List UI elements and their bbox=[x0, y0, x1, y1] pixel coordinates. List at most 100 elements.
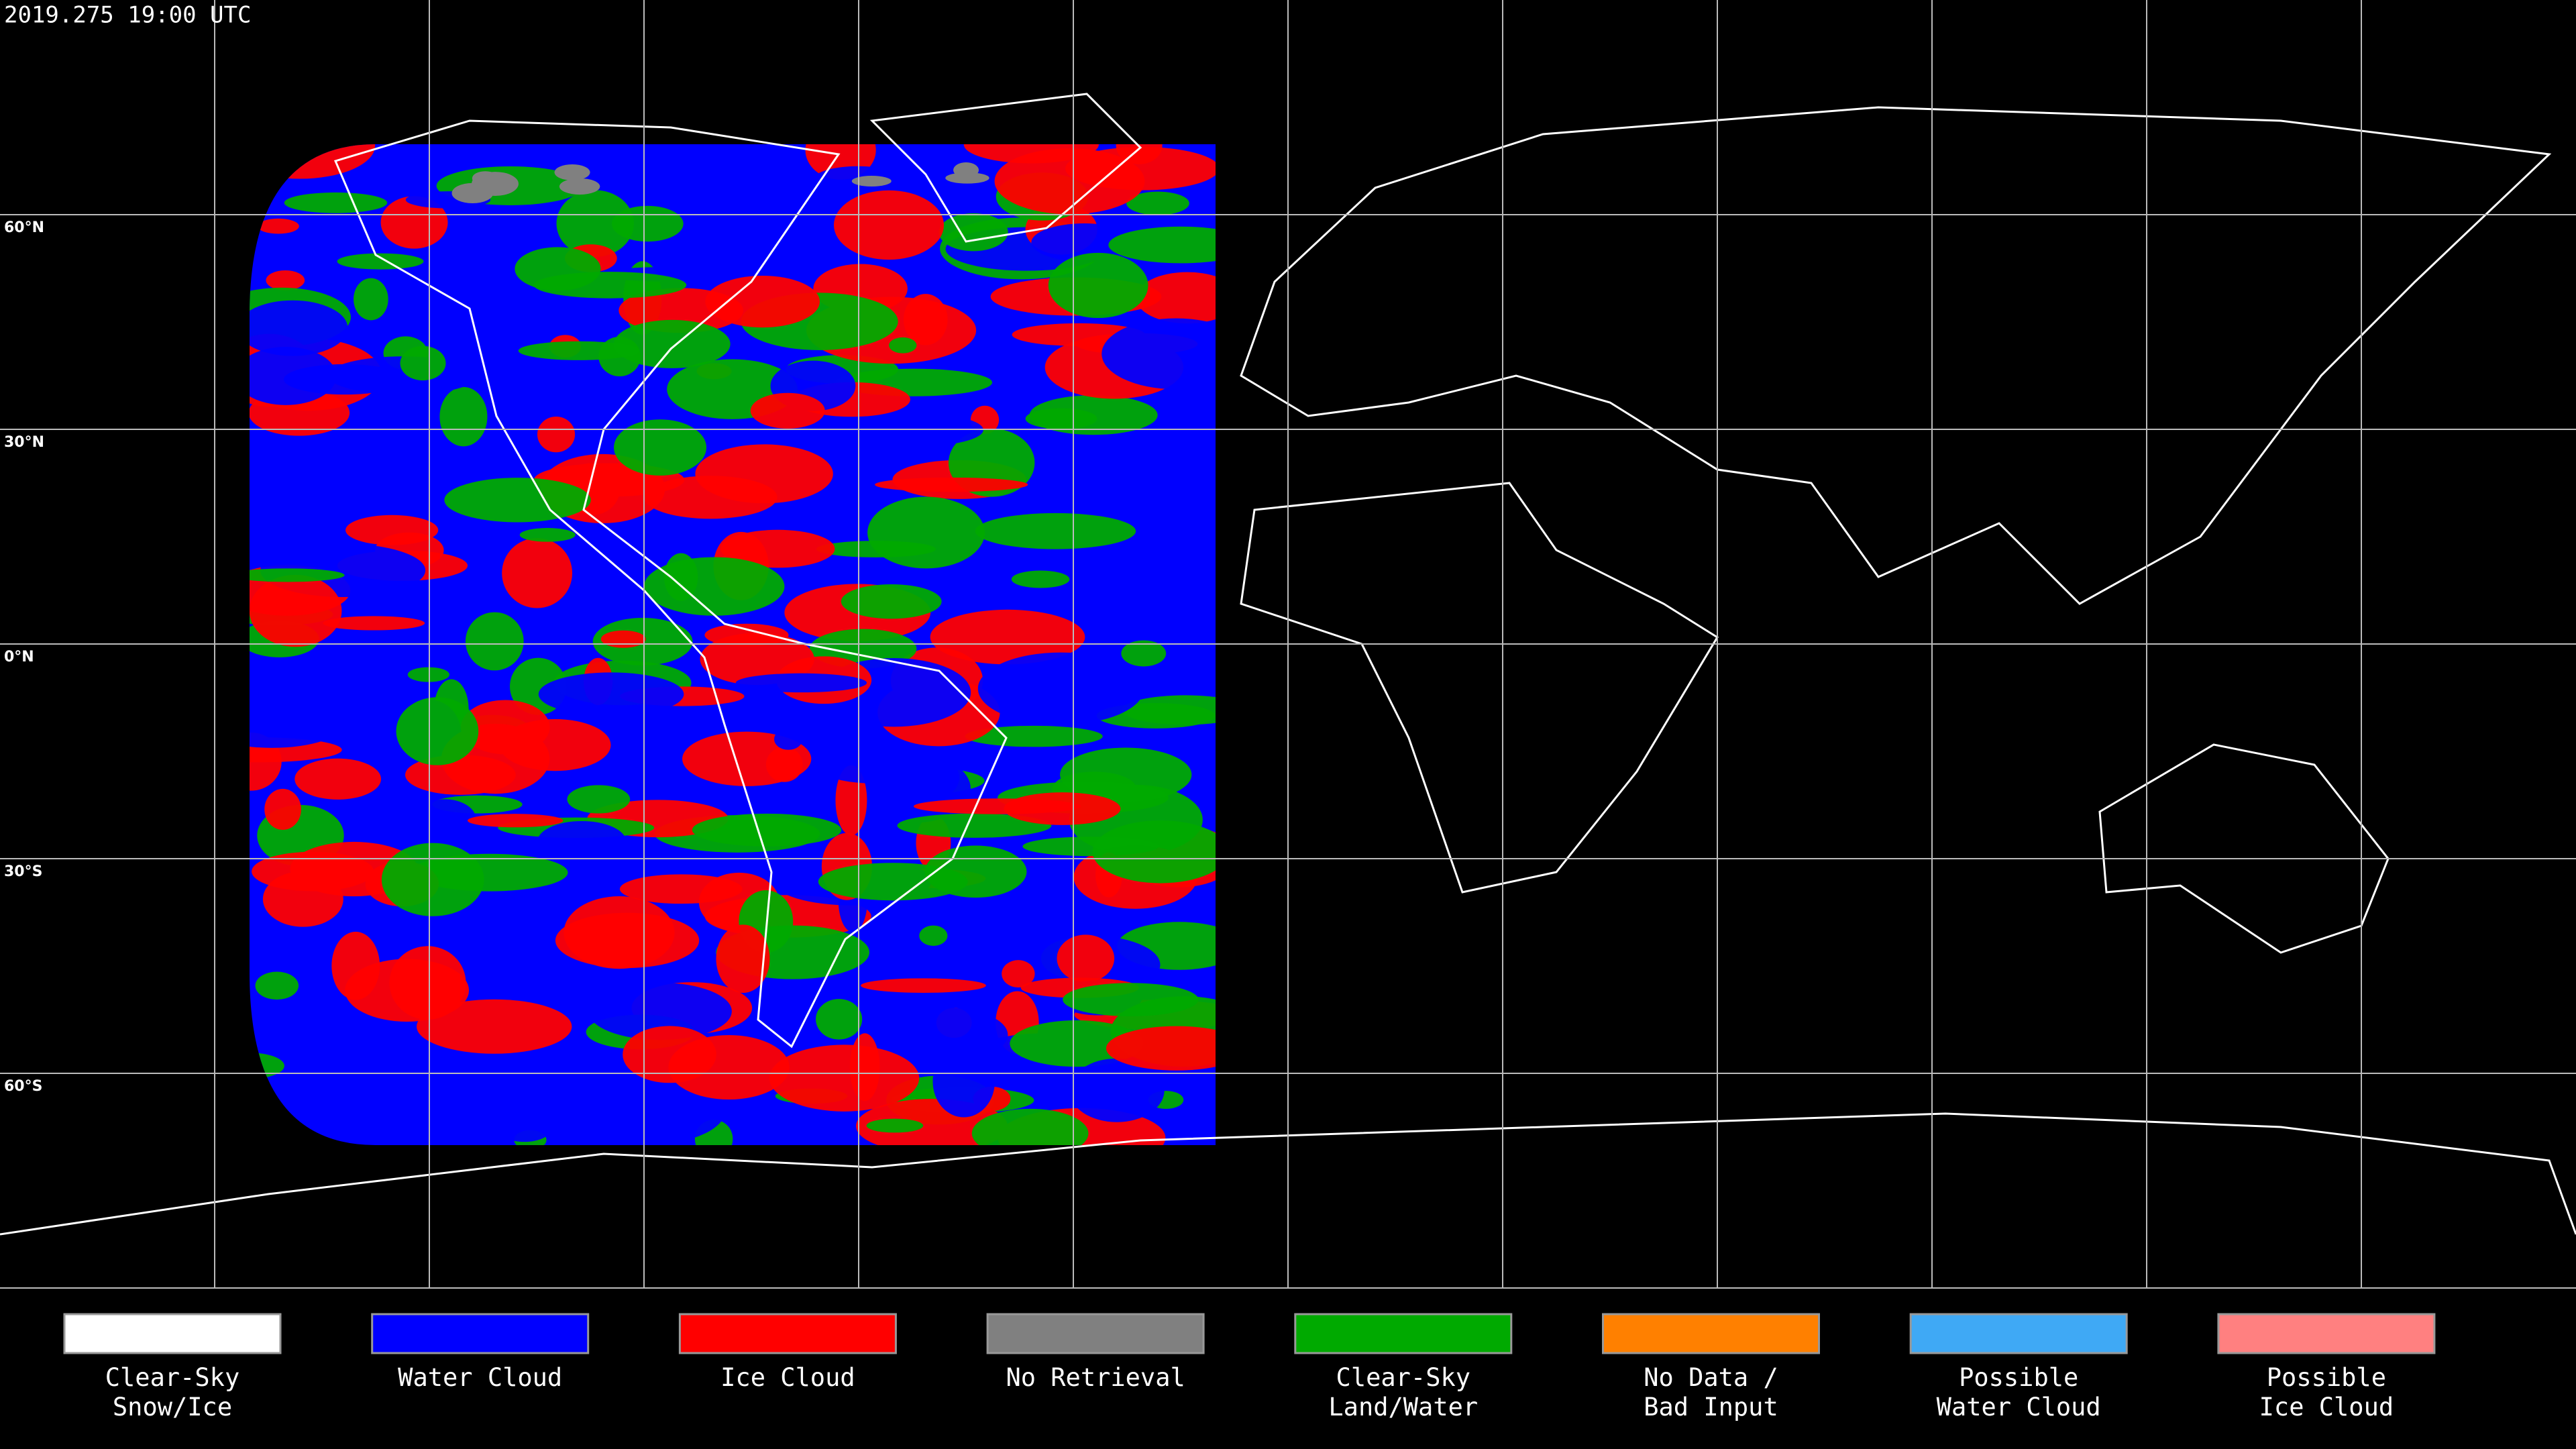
cloud-patch bbox=[467, 814, 564, 828]
cloud-patch bbox=[816, 541, 936, 557]
coastline-greenland bbox=[869, 93, 1142, 243]
cloud-patch bbox=[1106, 1026, 1216, 1071]
latitude-label: 60°N bbox=[4, 219, 44, 236]
cloud-patch bbox=[841, 584, 942, 619]
cloud-patch bbox=[1048, 252, 1148, 319]
cloud-patch bbox=[866, 1118, 924, 1133]
legend-swatch bbox=[1909, 1313, 2128, 1354]
cloud-patch bbox=[1121, 640, 1167, 667]
cloud-patch bbox=[861, 978, 986, 993]
cloud-patch bbox=[266, 270, 305, 290]
cloud-patch bbox=[924, 845, 1027, 898]
cloud-patch bbox=[692, 813, 842, 847]
cloud-patch bbox=[769, 1044, 920, 1112]
cloud-patch bbox=[1060, 747, 1192, 802]
legend-label: No Retrieval bbox=[1006, 1363, 1185, 1392]
cloud-patch bbox=[971, 1108, 1089, 1145]
cloud-patch bbox=[250, 696, 345, 748]
snow-patch bbox=[945, 172, 989, 184]
coastlines bbox=[0, 93, 2576, 1236]
cloud-patch bbox=[1025, 408, 1097, 429]
cloud-patch bbox=[1002, 960, 1035, 988]
cloud-patch bbox=[496, 1112, 553, 1142]
legend-swatch bbox=[1294, 1313, 1513, 1354]
legend-swatch bbox=[371, 1313, 590, 1354]
cloud-patch bbox=[444, 478, 591, 523]
timestamp: 2019.275 19:00 UTC bbox=[4, 2, 251, 29]
cloud-patch bbox=[963, 144, 1099, 164]
cloud-patch bbox=[519, 528, 576, 542]
cloud-patch bbox=[598, 336, 641, 376]
legend-swatch bbox=[63, 1313, 282, 1354]
cloud-patch bbox=[567, 785, 631, 814]
coastline-africa bbox=[1240, 482, 1719, 894]
cloud-patch bbox=[1069, 1058, 1165, 1122]
cloud-patch bbox=[381, 843, 484, 916]
cloud-patch bbox=[515, 247, 601, 291]
cloud-patch bbox=[389, 946, 466, 1020]
cloud-patch bbox=[1136, 272, 1216, 324]
cloud-patch bbox=[720, 529, 835, 568]
cloud-patch bbox=[614, 319, 731, 368]
cloud-patch bbox=[643, 557, 785, 616]
cloud-patch bbox=[556, 190, 634, 257]
legend-swatch bbox=[678, 1313, 897, 1354]
cloud-patch bbox=[400, 345, 446, 381]
cloud-patch bbox=[250, 574, 342, 647]
legend-label: Ice Cloud bbox=[720, 1363, 855, 1392]
cloud-patch bbox=[833, 190, 945, 260]
latitude-label: 30°S bbox=[4, 863, 42, 880]
cloud-patch bbox=[735, 673, 867, 693]
cloud-patch bbox=[919, 925, 948, 946]
cloud-patch bbox=[1031, 223, 1138, 262]
cloud-patch bbox=[537, 416, 576, 453]
cloud-patch bbox=[555, 912, 700, 969]
cloud-patch bbox=[705, 275, 820, 328]
cloud-patch bbox=[816, 999, 863, 1040]
cloud-patch bbox=[1004, 792, 1121, 825]
cloud-patch bbox=[875, 477, 1028, 492]
cloud-patch bbox=[1102, 318, 1216, 390]
cloud-patch bbox=[614, 419, 707, 476]
coastline-antarctica bbox=[0, 1112, 2576, 1236]
cloud-patch bbox=[977, 652, 1144, 725]
legend-label: Possible bbox=[2267, 1363, 2386, 1392]
cloud-patch bbox=[600, 630, 646, 648]
cloud-patch bbox=[1108, 226, 1216, 264]
cloud-patch bbox=[932, 1046, 995, 1118]
legend-label: No Data / bbox=[1644, 1363, 1778, 1392]
cloud-patch bbox=[1063, 983, 1199, 1016]
cloud-patch bbox=[1092, 820, 1216, 883]
legend-label: Clear-Sky bbox=[105, 1363, 239, 1392]
cloud-patch bbox=[380, 196, 448, 249]
graticule bbox=[0, 0, 2576, 1289]
cloud-patch bbox=[250, 300, 348, 356]
cloud-patch bbox=[750, 392, 825, 429]
cloud-patch bbox=[867, 496, 985, 569]
cloud-patch bbox=[417, 999, 572, 1054]
cloud-patch bbox=[644, 476, 777, 519]
cloud-patch bbox=[1065, 146, 1216, 191]
cloud-patch bbox=[460, 700, 550, 755]
coastline-eurasia bbox=[1240, 106, 2552, 605]
cloud-patch bbox=[257, 218, 299, 234]
cloud-patch bbox=[1155, 547, 1216, 619]
legend-label: Ice Cloud bbox=[2259, 1393, 2394, 1421]
cloud-patch bbox=[897, 813, 1052, 838]
cloud-patch bbox=[396, 697, 479, 765]
snow-patch bbox=[559, 178, 600, 195]
legend-swatch bbox=[2217, 1313, 2436, 1354]
cloud-patch bbox=[323, 616, 425, 631]
cloud-patch bbox=[1126, 191, 1189, 215]
legend-label: Land/Water bbox=[1328, 1393, 1478, 1421]
cloud-patch bbox=[413, 799, 476, 841]
cloud-patch bbox=[938, 213, 1008, 252]
cloud-patch bbox=[975, 513, 1136, 549]
cloud-patch bbox=[1165, 598, 1216, 644]
cloud-patch bbox=[819, 752, 934, 784]
legend-label: Snow/Ice bbox=[113, 1393, 232, 1421]
cloud-patch bbox=[284, 192, 388, 213]
cloud-patch bbox=[354, 278, 388, 321]
cloud-patch bbox=[294, 758, 382, 800]
